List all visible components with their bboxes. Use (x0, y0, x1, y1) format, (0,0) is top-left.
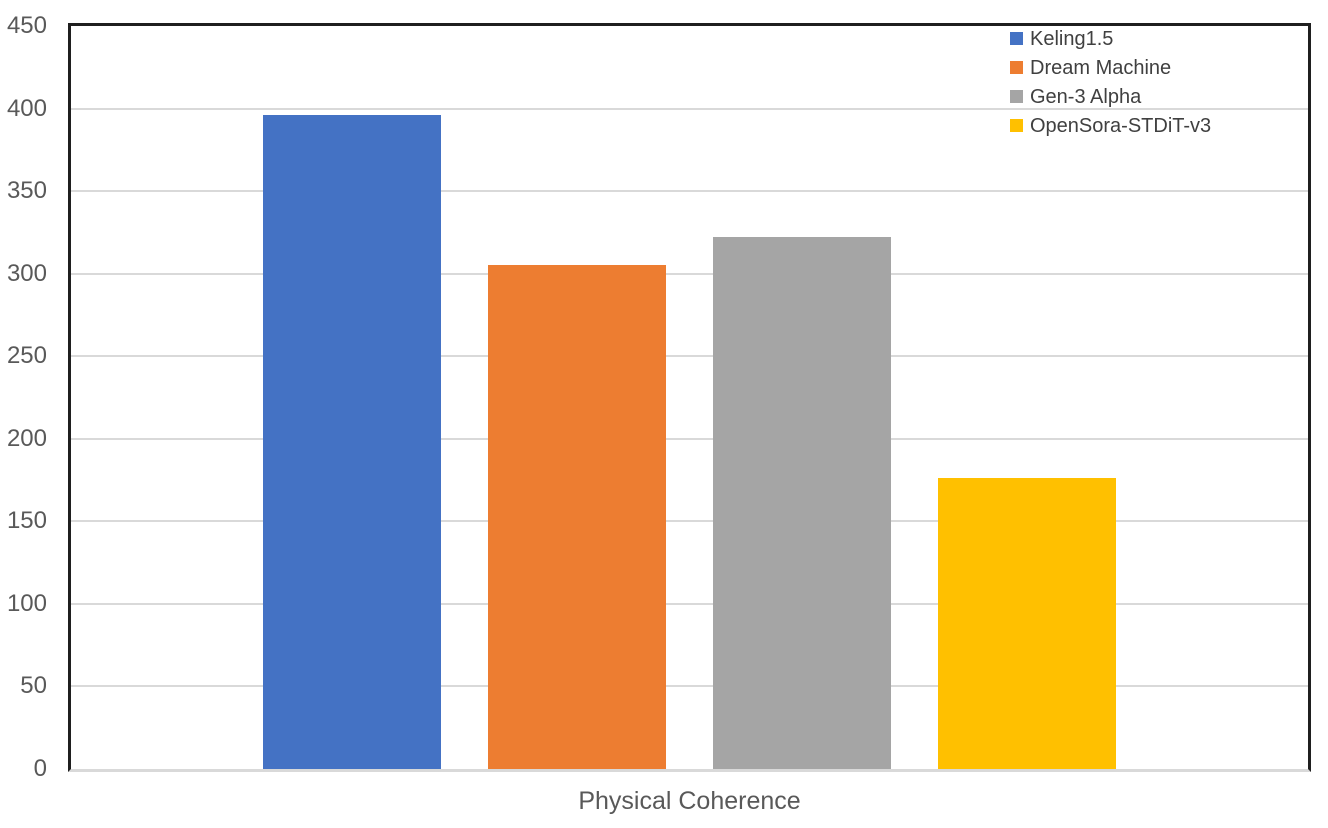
y-tick-label: 100 (6, 589, 47, 617)
legend-swatch-icon (1010, 61, 1023, 74)
legend-label: Keling1.5 (1030, 27, 1114, 50)
gridline (71, 437, 1308, 440)
legend-label: Dream Machine (1030, 56, 1172, 79)
legend-swatch-icon (1010, 32, 1023, 45)
legend-item: Dream Machine (1010, 53, 1211, 82)
bar-opensora-stdit-v3 (938, 478, 1116, 769)
legend: Keling1.5 Dream Machine Gen-3 Alpha OpenSor… (1010, 24, 1211, 140)
y-tick-label: 400 (6, 94, 47, 122)
y-tick-label: 300 (6, 259, 47, 287)
gridline (71, 602, 1308, 605)
y-tick-label: 450 (6, 12, 47, 39)
y-tick-label: 250 (6, 342, 47, 370)
legend-item: OpenSora-STDiT-v3 (1010, 111, 1211, 140)
legend-swatch-icon (1010, 119, 1023, 132)
gridline (71, 272, 1308, 275)
legend-label: OpenSora-STDiT-v3 (1030, 114, 1212, 137)
legend-label: Gen-3 Alpha (1030, 85, 1142, 108)
bar-dream-machine (488, 265, 666, 769)
y-tick-label: 350 (6, 177, 47, 205)
legend-swatch-icon (1010, 90, 1023, 103)
gridline (71, 355, 1308, 358)
y-tick-label: 200 (6, 424, 47, 452)
gridline (71, 520, 1308, 523)
gridline (71, 190, 1308, 193)
bar-gen-3-alpha (713, 237, 891, 769)
legend-item: Keling1.5 (1010, 24, 1211, 53)
gridline (71, 107, 1308, 110)
y-tick-label: 0 (33, 755, 47, 782)
plot-area (68, 23, 1311, 772)
x-axis-label: Physical Coherence (578, 787, 801, 815)
gridline (71, 685, 1308, 688)
legend-item: Gen-3 Alpha (1010, 82, 1211, 111)
y-tick-label: 50 (20, 672, 47, 700)
y-tick-label: 150 (6, 507, 47, 535)
bar-keling1-5 (263, 115, 441, 769)
